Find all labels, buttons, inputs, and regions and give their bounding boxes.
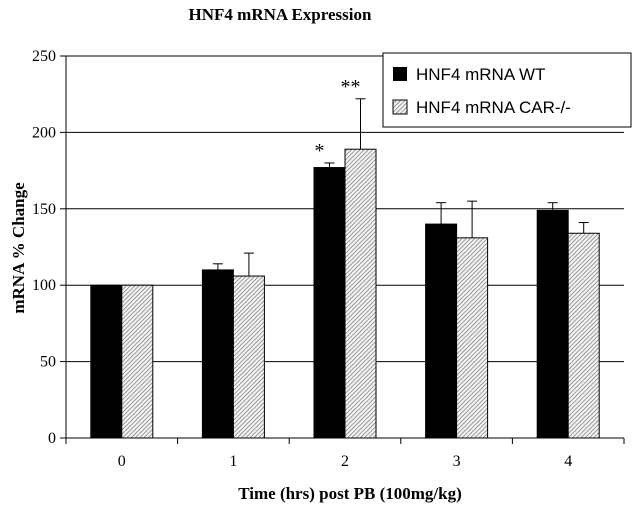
- y-tick-label: 0: [48, 430, 56, 447]
- bar-car: [344, 148, 377, 439]
- y-tick-label: 200: [32, 124, 56, 141]
- y-tick-label: 50: [40, 354, 56, 371]
- x-tick-label: 2: [341, 453, 349, 470]
- y-tick-label: 150: [32, 201, 56, 218]
- bar-car: [567, 232, 600, 439]
- x-tick-label: 3: [453, 453, 461, 470]
- bar-car: [121, 284, 154, 439]
- bar-car: [456, 237, 489, 439]
- bar-wt: [90, 284, 123, 439]
- tick-labels: 0 50 100 150 200 250 0 1 2 3 4: [32, 48, 572, 470]
- significance-marker: **: [341, 76, 361, 98]
- bar-wt: [425, 223, 458, 439]
- y-tick-label: 250: [32, 48, 56, 65]
- significance-marker: *: [315, 140, 325, 162]
- y-tick-label: 100: [32, 277, 56, 294]
- legend-swatch-car: [392, 99, 408, 115]
- bar-wt: [313, 167, 346, 439]
- legend-label-car: HNF4 mRNA CAR-/-: [416, 98, 571, 117]
- x-tick-label: 4: [564, 453, 572, 470]
- axes: [60, 55, 625, 444]
- legend-box: [382, 52, 632, 128]
- bar-wt: [201, 269, 234, 439]
- x-tick-label: 0: [118, 453, 126, 470]
- chart-title: HNF4 mRNA Expression: [189, 5, 372, 24]
- y-axis-label: mRNA % Change: [9, 182, 28, 314]
- x-axis-label: Time (hrs) post PB (100mg/kg): [238, 484, 462, 503]
- legend: HNF4 mRNA WT HNF4 mRNA CAR-/-: [382, 52, 632, 128]
- bar-wt: [536, 209, 569, 439]
- legend-label-wt: HNF4 mRNA WT: [416, 65, 545, 84]
- bars: ***: [90, 76, 600, 439]
- legend-swatch-wt: [393, 67, 407, 81]
- bar-car: [232, 275, 265, 439]
- x-tick-label: 1: [229, 453, 237, 470]
